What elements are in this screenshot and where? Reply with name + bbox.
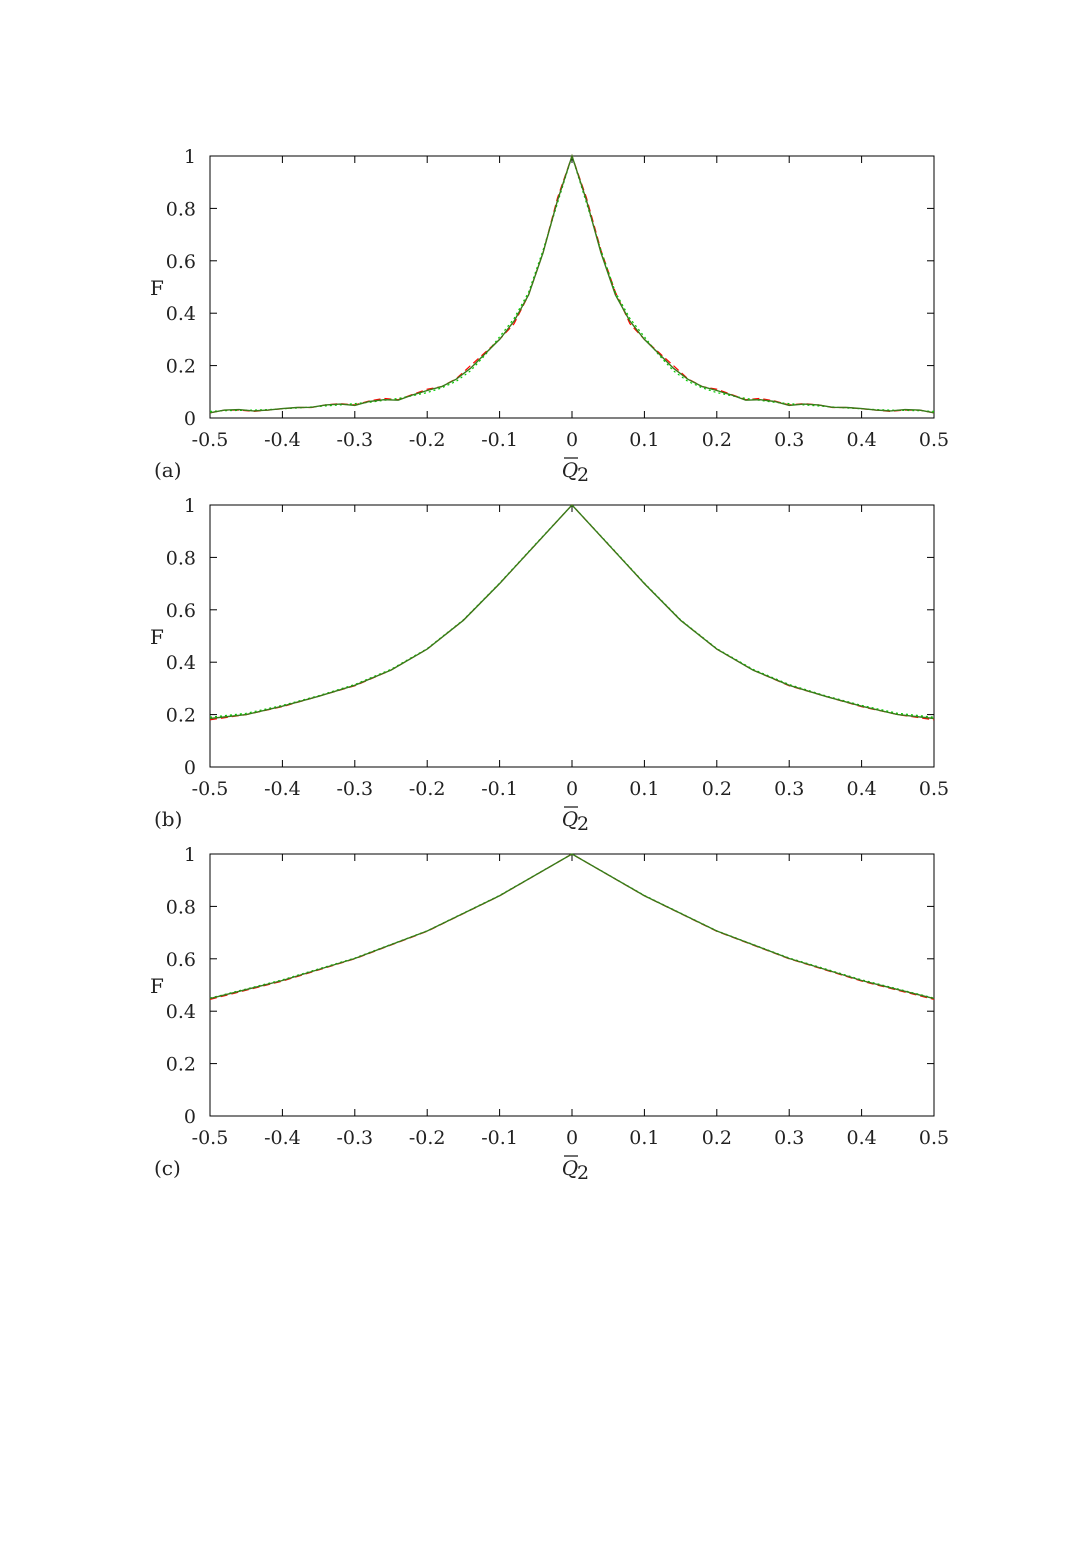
x-tick-label: -0.2 [409, 429, 446, 451]
x-tick-label: -0.4 [264, 778, 301, 800]
series-line-solid [209, 503, 935, 720]
x-tick-label: -0.1 [481, 429, 518, 451]
y-tick-label: 1 [184, 495, 196, 517]
x-tick-label: -0.4 [264, 429, 301, 451]
y-tick-label: 0 [184, 408, 196, 430]
series-line-dashed [209, 853, 935, 1000]
x-axis-label: Q [562, 807, 578, 831]
series-line-solid [209, 153, 935, 414]
x-tick-label: -0.5 [192, 1127, 229, 1149]
x-axis-label-subscript: 2 [577, 1162, 589, 1184]
x-tick-label: -0.1 [481, 778, 518, 800]
y-tick-label: 0.4 [166, 1001, 196, 1023]
x-tick-label: 0.5 [919, 1127, 949, 1149]
x-tick-label: -0.5 [192, 429, 229, 451]
x-tick-label: 0 [566, 1127, 578, 1149]
plot-frame [209, 853, 935, 1117]
x-tick-label: 0.3 [774, 778, 804, 800]
x-tick-label: -0.3 [336, 1127, 373, 1149]
series-line-dotted [209, 853, 935, 999]
panel-label: (b) [154, 807, 182, 831]
panel-label: (c) [154, 1156, 181, 1180]
chart-panel-c: -0.5 -0.4 -0.3 -0.2 -0.1 0 0.1 0.2 0.3 0.4 0.5 0 0.2… [150, 844, 949, 1184]
x-tick-label: 0.1 [629, 429, 659, 451]
x-tick-label: 0.2 [702, 1127, 732, 1149]
y-tick-label: 0.4 [166, 652, 196, 674]
x-tick-label: -0.3 [336, 778, 373, 800]
x-axis-label-subscript: 2 [577, 464, 589, 486]
y-tick-label: 0.8 [166, 896, 196, 918]
x-axis-label: Q [562, 458, 578, 482]
x-tick-label: -0.1 [481, 1127, 518, 1149]
y-tick-label: 0.6 [166, 600, 196, 622]
x-tick-label: 0.2 [702, 778, 732, 800]
plot-frame [209, 504, 935, 768]
y-tick-label: 0.2 [166, 1054, 196, 1076]
x-tick-label: 0.1 [629, 778, 659, 800]
x-tick-label: -0.2 [409, 778, 446, 800]
x-tick-label: 0.1 [629, 1127, 659, 1149]
x-axis-label: Q [562, 1156, 578, 1180]
y-tick-label: 0.2 [166, 356, 196, 378]
chart-panel-a: -0.5 -0.4 -0.3 -0.2 -0.1 0 0.1 0.2 0.3 0.4 0.5 0 0.2… [150, 146, 949, 486]
x-tick-label: 0.2 [702, 429, 732, 451]
x-tick-label: 0.5 [919, 429, 949, 451]
x-tick-label: 0.3 [774, 429, 804, 451]
x-tick-label: 0.5 [919, 778, 949, 800]
series-line-solid [209, 853, 935, 1000]
chart-panel-b: -0.5 -0.4 -0.3 -0.2 -0.1 0 0.1 0.2 0.3 0.4 0.5 0 0.2… [150, 495, 949, 835]
y-tick-label: 0.6 [166, 251, 196, 273]
x-tick-label: 0.4 [846, 1127, 876, 1149]
x-tick-label: 0 [566, 429, 578, 451]
y-tick-label: 0 [184, 1106, 196, 1128]
y-tick-label: 0.2 [166, 705, 196, 727]
y-axis-label: F [150, 625, 164, 649]
x-axis-label-subscript: 2 [577, 813, 589, 835]
y-tick-label: 0 [184, 757, 196, 779]
x-tick-label: 0.3 [774, 1127, 804, 1149]
y-axis-label: F [150, 974, 164, 998]
y-tick-label: 0.8 [166, 198, 196, 220]
series-line-dashed [209, 154, 935, 414]
x-tick-label: 0.4 [846, 778, 876, 800]
x-tick-label: 0 [566, 778, 578, 800]
x-tick-label: -0.4 [264, 1127, 301, 1149]
panel-label: (a) [154, 458, 182, 482]
series-line-dotted [209, 153, 935, 412]
y-tick-label: 1 [184, 146, 196, 168]
x-tick-label: 0.4 [846, 429, 876, 451]
x-tick-label: -0.3 [336, 429, 373, 451]
series-line-dotted [209, 504, 935, 718]
y-tick-label: 0.8 [166, 547, 196, 569]
y-tick-label: 1 [184, 844, 196, 866]
x-tick-label: -0.2 [409, 1127, 446, 1149]
y-tick-label: 0.4 [166, 303, 196, 325]
x-tick-label: -0.5 [192, 778, 229, 800]
y-tick-label: 0.6 [166, 949, 196, 971]
y-axis-label: F [150, 276, 164, 300]
plot-frame [209, 155, 935, 419]
series-line-dashed [209, 504, 935, 721]
